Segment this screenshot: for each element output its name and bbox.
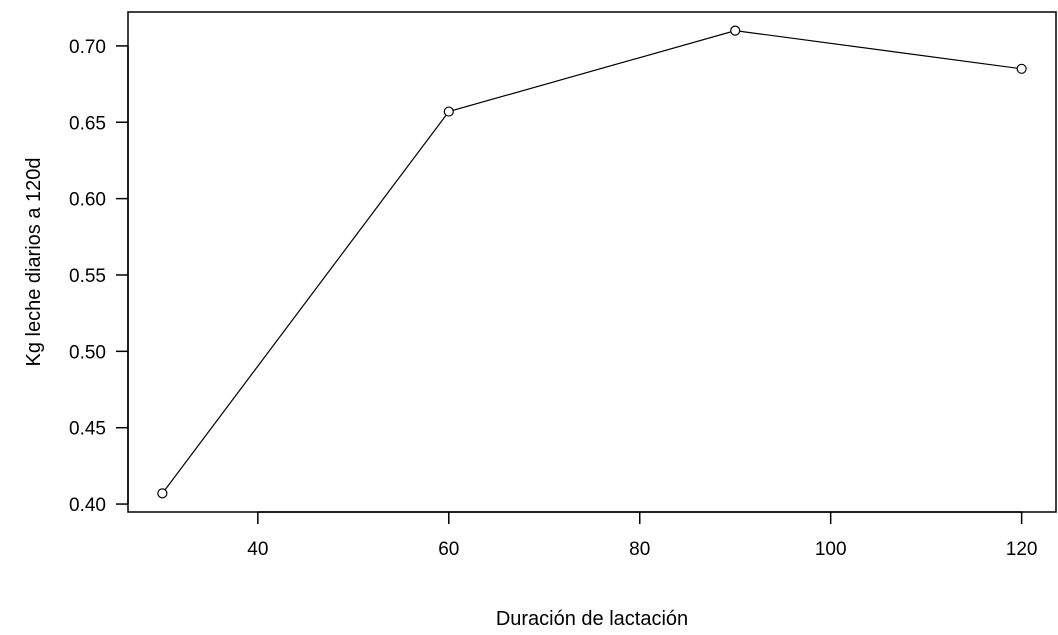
series-layer <box>157 25 1027 499</box>
y-tick-label: 0.55 <box>69 266 106 287</box>
y-axis: 0.40 0.45 0.50 0.55 0.60 0.65 0.70 <box>69 37 129 516</box>
x-tick-label: 120 <box>1006 539 1038 560</box>
x-axis-title: Duración de lactación <box>496 608 688 630</box>
y-tick-label: 0.65 <box>69 113 106 134</box>
data-point <box>1016 63 1027 74</box>
plot-frame <box>127 11 1057 513</box>
y-tick-label: 0.50 <box>69 342 106 363</box>
y-axis-title: Kg leche diarios a 120d <box>23 157 45 366</box>
data-point <box>443 106 454 117</box>
x-tick-label: 60 <box>438 539 459 560</box>
data-point <box>730 25 741 36</box>
x-axis: 40 60 80 100 120 <box>247 511 1038 560</box>
y-tick-label: 0.70 <box>69 37 106 58</box>
series-line <box>161 30 1022 494</box>
x-tick-label: 80 <box>629 539 650 560</box>
y-tick-label: 0.40 <box>69 495 106 516</box>
x-tick-label: 100 <box>815 539 847 560</box>
y-tick-label: 0.60 <box>69 190 106 211</box>
y-tick-label: 0.45 <box>69 419 106 440</box>
data-point <box>157 488 168 499</box>
x-tick-label: 40 <box>247 539 268 560</box>
